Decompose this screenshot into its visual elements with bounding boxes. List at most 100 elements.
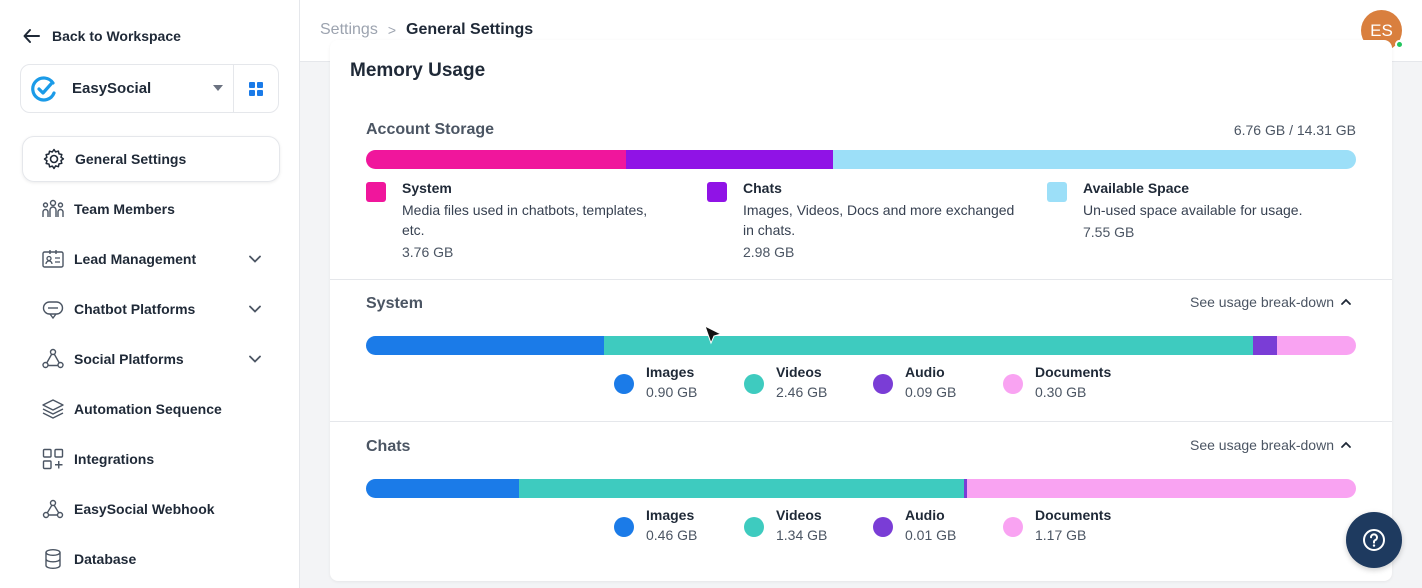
- sidebar-item-automation-sequence[interactable]: Automation Sequence: [22, 386, 280, 432]
- webhook-icon: [40, 496, 66, 522]
- divider: [330, 279, 1392, 280]
- legend-color-dot: [873, 374, 893, 394]
- integrations-icon: [40, 446, 66, 472]
- legend-color-dot: [614, 517, 634, 537]
- online-status-dot: [1395, 40, 1404, 49]
- sidebar-item-general-settings[interactable]: General Settings: [22, 136, 280, 182]
- system-usage-bar: [366, 336, 1356, 355]
- legend-color-dot: [744, 374, 764, 394]
- bar-segment-videos: [518, 479, 964, 498]
- grid-icon: [249, 81, 264, 96]
- chats-usage-bar: [366, 479, 1356, 498]
- bar-segment-images: [366, 479, 519, 498]
- chats-breakdown-toggle[interactable]: See usage break-down: [1190, 437, 1352, 453]
- chats-color-swatch: [707, 182, 727, 202]
- bar-segment-videos: [603, 336, 1254, 355]
- memory-usage-title: Memory Usage: [350, 60, 486, 81]
- bar-segment-documents: [1276, 336, 1356, 355]
- sidebar-item-label: Chatbot Platforms: [74, 301, 196, 317]
- legend-size: 1.17 GB: [1035, 527, 1087, 543]
- legend-name: Videos: [776, 364, 822, 380]
- sidebar-item-lead-management[interactable]: Lead Management: [22, 236, 280, 282]
- workspace-dropdown[interactable]: EasySocial: [21, 65, 235, 112]
- storage-total: 6.76 GB / 14.31 GB: [1233, 122, 1356, 138]
- legend-size: 0.30 GB: [1035, 384, 1087, 400]
- legend-item-images: Images 0.46 GB: [614, 507, 744, 547]
- settings-nav: General Settings Team Members Lead Manag…: [22, 136, 280, 586]
- workspace-switcher: EasySocial: [20, 64, 279, 113]
- legend-item-audio: Audio 0.09 GB: [873, 364, 1003, 404]
- account-storage-bar: [366, 150, 1356, 169]
- layers-icon: [40, 396, 66, 422]
- caret-down-icon: [213, 85, 224, 91]
- sidebar-item-label: Database: [74, 551, 137, 567]
- legend-name: Chats: [743, 180, 782, 196]
- sidebar-item-social-platforms[interactable]: Social Platforms: [22, 336, 280, 382]
- social-icon: [40, 346, 66, 372]
- page-title: General Settings: [406, 21, 534, 38]
- legend-name: Audio: [905, 507, 945, 523]
- sidebar-item-database[interactable]: Database: [22, 536, 280, 582]
- legend-system: System Media files used in chatbots, tem…: [366, 180, 676, 305]
- bar-segment-images: [366, 336, 604, 355]
- legend-size: 0.46 GB: [646, 527, 698, 543]
- legend-color-dot: [1003, 374, 1023, 394]
- legend-name: Images: [646, 364, 695, 380]
- chatbot-icon: [40, 296, 66, 322]
- legend-chats: Chats Images, Videos, Docs and more exch…: [707, 180, 1017, 305]
- help-button[interactable]: [1346, 512, 1402, 568]
- breakdown-label: See usage break-down: [1190, 437, 1334, 453]
- chevron-down-icon: [249, 255, 261, 263]
- workspace-name: EasySocial: [72, 80, 152, 97]
- memory-usage-card: Memory Usage Account Storage 6.76 GB / 1…: [330, 40, 1392, 581]
- lead-card-icon: [40, 246, 66, 272]
- divider: [330, 421, 1392, 422]
- legend-size: 0.09 GB: [905, 384, 957, 400]
- breadcrumb-separator: >: [387, 22, 396, 38]
- system-section-title: System: [366, 295, 423, 312]
- sidebar-item-label: EasySocial Webhook: [74, 501, 215, 517]
- team-icon: [40, 196, 66, 222]
- breadcrumb: Settings > General Settings: [320, 21, 533, 39]
- legend-size: 3.76 GB: [402, 244, 454, 260]
- breadcrumb-settings-link[interactable]: Settings: [320, 21, 378, 38]
- sidebar-item-easysocial-webhook[interactable]: EasySocial Webhook: [22, 486, 280, 532]
- sidebar-item-label: Lead Management: [74, 251, 197, 267]
- sidebar-item-integrations[interactable]: Integrations: [22, 436, 280, 482]
- chevron-down-icon: [249, 305, 261, 313]
- legend-item-documents: Documents 1.17 GB: [1003, 507, 1133, 547]
- legend-color-dot: [614, 374, 634, 394]
- sidebar-item-label: General Settings: [75, 151, 187, 167]
- legend-color-dot: [873, 517, 893, 537]
- available-space-color-swatch: [1047, 182, 1067, 202]
- back-to-workspace-link[interactable]: Back to Workspace: [22, 26, 181, 46]
- sidebar-item-chatbot-platforms[interactable]: Chatbot Platforms: [22, 286, 280, 332]
- legend-size: 2.46 GB: [776, 384, 828, 400]
- sidebar-item-label: Integrations: [74, 451, 155, 467]
- sidebar-item-label: Automation Sequence: [74, 401, 222, 417]
- sidebar: Back to Workspace EasySocial General Set…: [0, 0, 300, 588]
- help-question-icon: [1363, 529, 1385, 551]
- bar-segment-documents: [967, 479, 1356, 498]
- legend-item-images: Images 0.90 GB: [614, 364, 744, 404]
- avatar-initials: ES: [1370, 20, 1393, 40]
- arrow-left-icon: [23, 29, 40, 43]
- legend-available-space: Available Space Un-used space available …: [1047, 180, 1367, 305]
- legend-name: Videos: [776, 507, 822, 523]
- easysocial-logo-icon: [31, 75, 56, 102]
- gear-icon: [41, 146, 67, 172]
- bar-segment-audio: [963, 479, 968, 498]
- legend-name: Available Space: [1083, 180, 1190, 196]
- bar-segment-audio: [1253, 336, 1277, 355]
- legend-size: 0.01 GB: [905, 527, 957, 543]
- legend-name: Documents: [1035, 364, 1112, 380]
- system-breakdown-toggle[interactable]: See usage break-down: [1190, 294, 1352, 310]
- apps-grid-button[interactable]: [234, 65, 278, 112]
- database-icon: [40, 546, 66, 572]
- system-color-swatch: [366, 182, 386, 202]
- chevron-up-icon: [1341, 298, 1351, 305]
- sidebar-item-team-members[interactable]: Team Members: [22, 186, 280, 232]
- sidebar-item-label: Team Members: [74, 201, 175, 217]
- chevron-up-icon: [1341, 441, 1351, 448]
- legend-item-videos: Videos 2.46 GB: [744, 364, 874, 404]
